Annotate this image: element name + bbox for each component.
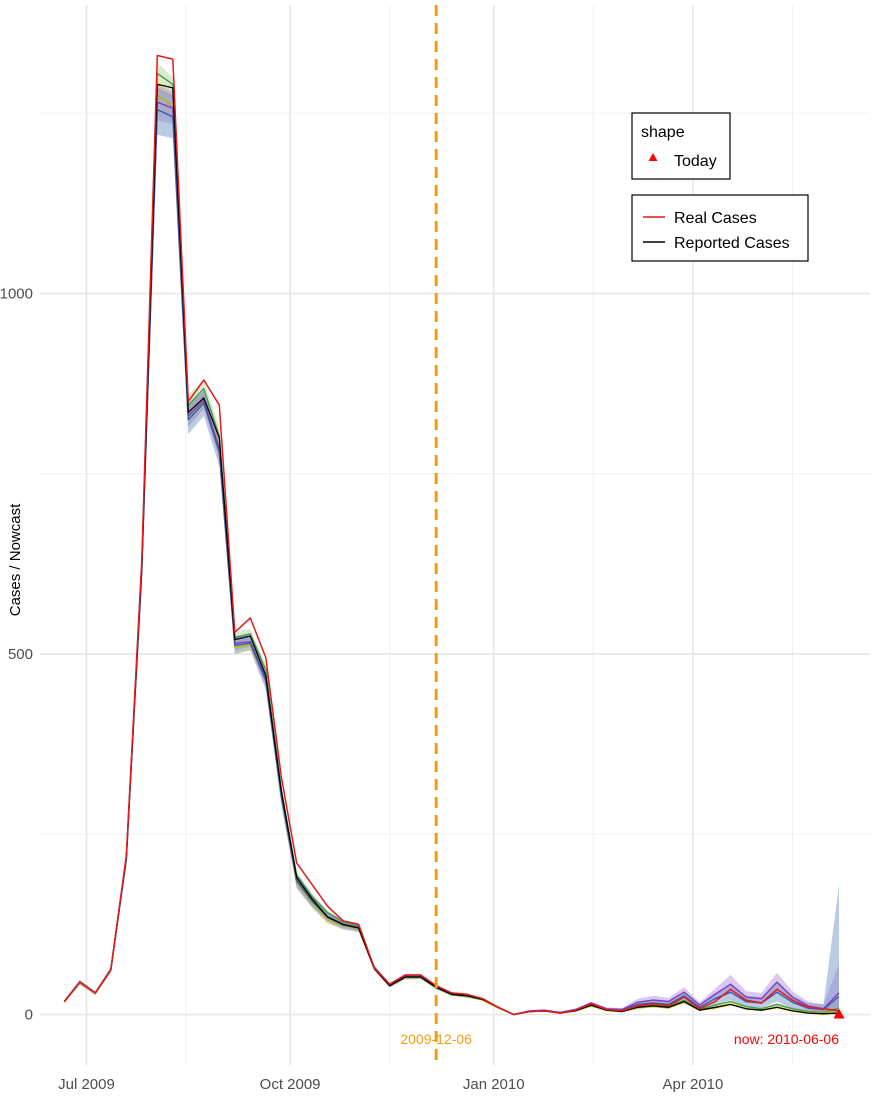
legend: shape Today Real Cases Reported Cases: [631, 112, 809, 262]
shape-legend-box: [631, 112, 731, 180]
legend-item-label: Reported Cases: [674, 235, 790, 252]
axis-layer: 0 500 1000 Jul 2009 Oct 2009 Jan 2010 Apr 2010: [0, 285, 723, 1093]
real-cases-line: [63, 54, 840, 1016]
x-tick-label: Jul 2009: [58, 1076, 115, 1093]
legend-item-label: Real Cases: [674, 210, 757, 227]
line-legend-box: [631, 194, 809, 262]
y-tick-label: 500: [8, 646, 33, 663]
x-tick-label: Apr 2010: [662, 1076, 723, 1093]
y-tick-label: 0: [25, 1007, 33, 1024]
annotation-layer: 2009-12-06 now: 2010-06-06: [400, 5, 845, 1065]
now-date-label: now: 2010-06-06: [734, 1031, 839, 1047]
vline-date-label: 2009-12-06: [400, 1031, 472, 1047]
x-tick-label: Oct 2009: [260, 1076, 321, 1093]
today-legend-key-icon: [648, 153, 658, 161]
y-axis-title: Cases / Nowcast: [7, 503, 24, 616]
shape-legend-title: shape: [641, 124, 685, 141]
line-layer: [63, 54, 840, 1016]
x-tick-label: Jan 2010: [463, 1076, 525, 1093]
reported-cases-line: [63, 83, 840, 1016]
grid-layer: [40, 5, 870, 1065]
today-legend-label: Today: [674, 153, 717, 170]
today-marker: [833, 1008, 845, 1019]
y-tick-label: 1000: [0, 285, 33, 302]
